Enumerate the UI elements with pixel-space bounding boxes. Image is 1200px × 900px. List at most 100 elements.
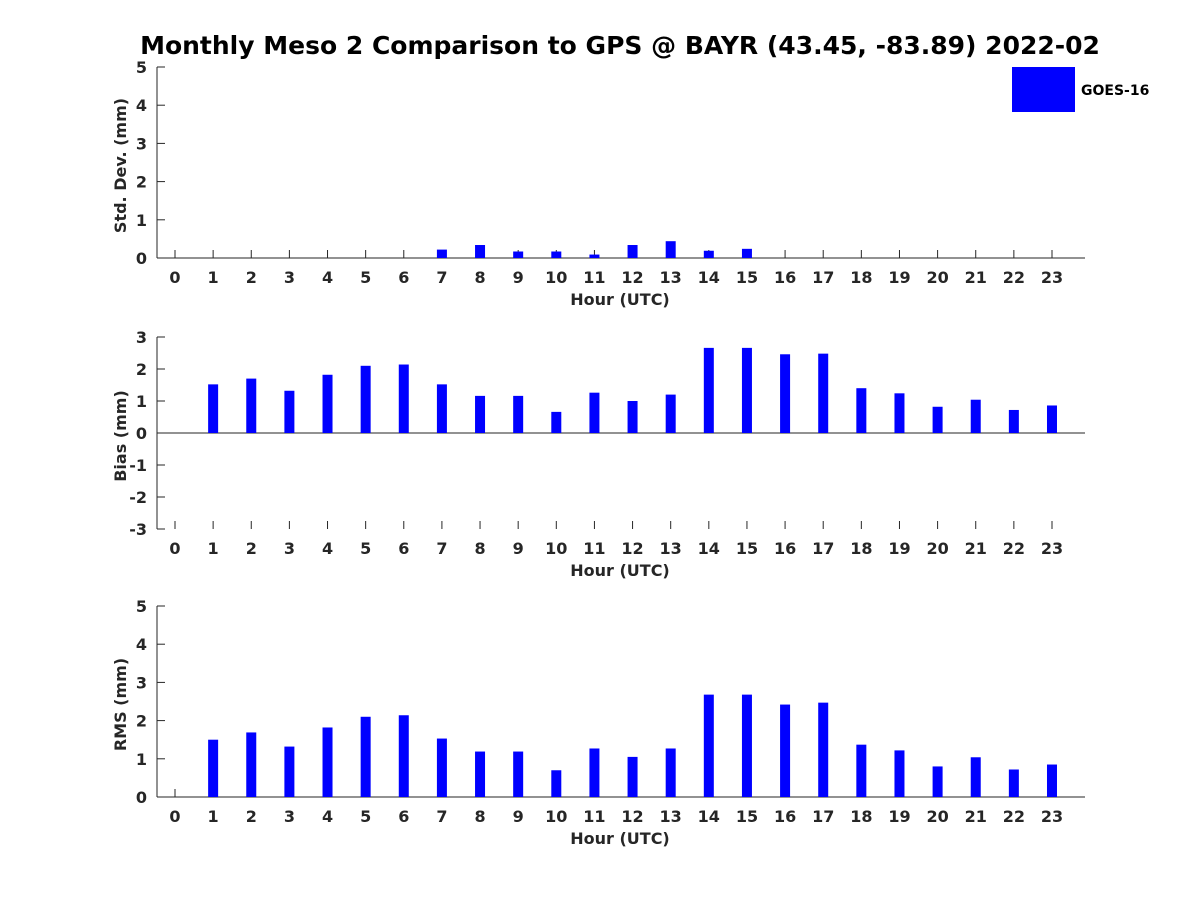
bias-bar <box>894 393 905 433</box>
std-dev-x-tick-label: 3 <box>284 268 295 287</box>
rms-x-tick-label: 20 <box>926 807 948 826</box>
bias-bar <box>208 384 219 433</box>
rms-bar <box>322 727 333 797</box>
bias-bar <box>246 378 257 433</box>
bias-x-tick-label: 21 <box>965 539 987 558</box>
bias-y-tick-label: -2 <box>129 488 147 507</box>
bias-x-tick-label: 18 <box>850 539 872 558</box>
std-dev-y-tick-label: 0 <box>136 249 147 268</box>
bias-y-axis-label: Bias (mm) <box>111 390 130 482</box>
std-dev-x-tick-label: 2 <box>246 268 257 287</box>
rms-x-tick-label: 23 <box>1041 807 1063 826</box>
std-dev-y-tick-label: 1 <box>136 211 147 230</box>
std-dev-bar <box>703 250 714 258</box>
bias-y-tick-label: 2 <box>136 360 147 379</box>
rms-bar <box>475 751 486 797</box>
rms-y-tick-label: 2 <box>136 712 147 731</box>
bias-bar <box>665 394 676 433</box>
rms-x-tick-label: 11 <box>583 807 605 826</box>
bias-x-tick-label: 12 <box>621 539 643 558</box>
std-dev-x-tick-label: 1 <box>208 268 219 287</box>
bias-bar <box>322 374 333 433</box>
bias-x-axis-label: Hour (UTC) <box>570 561 670 580</box>
rms-x-tick-label: 21 <box>965 807 987 826</box>
rms-x-tick-label: 0 <box>169 807 180 826</box>
rms-x-tick-label: 13 <box>660 807 682 826</box>
std-dev-x-tick-label: 5 <box>360 268 371 287</box>
std-dev-x-tick-label: 18 <box>850 268 872 287</box>
bias-x-tick-label: 22 <box>1003 539 1025 558</box>
bias-y-tick-label: 0 <box>136 424 147 443</box>
rms-x-tick-label: 17 <box>812 807 834 826</box>
legend-label: GOES-16 <box>1081 83 1149 99</box>
bias-x-tick-label: 8 <box>474 539 485 558</box>
bias-y-tick-label: 3 <box>136 328 147 347</box>
std-dev-x-tick-label: 20 <box>926 268 948 287</box>
rms-x-tick-label: 4 <box>322 807 333 826</box>
bias-bar <box>932 406 943 433</box>
rms-bar <box>589 748 600 797</box>
rms-bar <box>703 694 714 797</box>
rms-bar <box>894 750 905 797</box>
rms-x-tick-label: 10 <box>545 807 567 826</box>
rms-x-tick-label: 9 <box>513 807 524 826</box>
bias-bar <box>1046 405 1057 433</box>
rms-bar <box>551 770 562 797</box>
bias-x-tick-label: 7 <box>436 539 447 558</box>
rms-bar <box>932 766 943 797</box>
std-dev-bar <box>665 241 676 258</box>
legend-swatch <box>1012 67 1075 112</box>
bias-bar <box>856 388 867 433</box>
rms-bar <box>436 738 447 797</box>
std-dev-x-tick-label: 21 <box>965 268 987 287</box>
bias-x-tick-label: 4 <box>322 539 333 558</box>
rms-bar <box>1008 769 1019 797</box>
std-dev-x-tick-label: 15 <box>736 268 758 287</box>
bias-y-tick-label: -1 <box>129 456 147 475</box>
rms-x-tick-label: 12 <box>621 807 643 826</box>
rms-x-tick-label: 18 <box>850 807 872 826</box>
bias-bar <box>475 395 486 433</box>
rms-x-tick-label: 1 <box>208 807 219 826</box>
std-dev-x-tick-label: 9 <box>513 268 524 287</box>
bias-x-tick-label: 3 <box>284 539 295 558</box>
bias-y-tick-label: -3 <box>129 520 147 539</box>
bias-bar <box>970 399 981 433</box>
rms-bar <box>513 751 524 797</box>
std-dev-y-tick-label: 2 <box>136 173 147 192</box>
std-dev-x-tick-label: 11 <box>583 268 605 287</box>
rms-bar <box>398 715 409 797</box>
rms-y-axis-label: RMS (mm) <box>111 658 130 751</box>
bias-x-tick-label: 11 <box>583 539 605 558</box>
bias-x-tick-label: 20 <box>926 539 948 558</box>
rms-x-tick-label: 2 <box>246 807 257 826</box>
rms-bar <box>246 732 257 797</box>
bias-bar <box>398 364 409 433</box>
bias-bar <box>589 392 600 433</box>
rms-bar <box>1046 764 1057 797</box>
std-dev-bar <box>436 249 447 258</box>
std-dev-bar <box>741 248 752 258</box>
rms-y-tick-label: 1 <box>136 750 147 769</box>
rms-x-tick-label: 8 <box>474 807 485 826</box>
std-dev-bar <box>513 251 524 258</box>
std-dev-x-tick-label: 13 <box>660 268 682 287</box>
std-dev-x-tick-label: 16 <box>774 268 796 287</box>
std-dev-x-tick-label: 6 <box>398 268 409 287</box>
bias-x-tick-label: 13 <box>660 539 682 558</box>
bias-x-tick-label: 6 <box>398 539 409 558</box>
std-dev-x-tick-label: 17 <box>812 268 834 287</box>
rms-bar <box>284 746 295 797</box>
rms-x-tick-label: 16 <box>774 807 796 826</box>
bias-x-tick-label: 9 <box>513 539 524 558</box>
bias-x-tick-label: 16 <box>774 539 796 558</box>
rms-bar <box>856 744 867 797</box>
bias-x-tick-label: 10 <box>545 539 567 558</box>
std-dev-x-tick-label: 23 <box>1041 268 1063 287</box>
bias-bar <box>703 347 714 433</box>
rms-x-tick-label: 19 <box>888 807 910 826</box>
std-dev-x-tick-label: 0 <box>169 268 180 287</box>
bias-bar <box>818 353 829 433</box>
